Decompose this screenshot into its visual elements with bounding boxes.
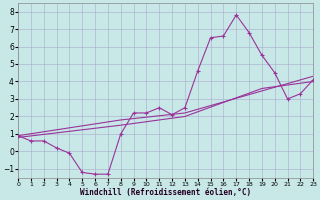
X-axis label: Windchill (Refroidissement éolien,°C): Windchill (Refroidissement éolien,°C) <box>80 188 251 197</box>
